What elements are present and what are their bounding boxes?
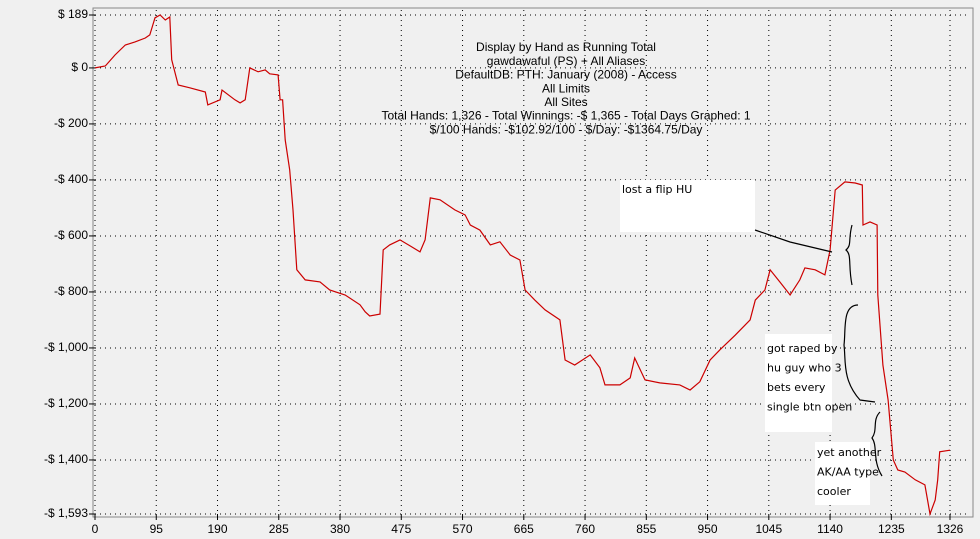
note-box <box>620 180 755 232</box>
plot-area <box>92 7 974 518</box>
x-tick-label: 95 <box>150 522 164 536</box>
annotation: lost a flip HU <box>622 183 692 196</box>
y-tick-label: $ 0 <box>71 60 88 74</box>
annotation: yet another <box>817 446 882 459</box>
brace <box>845 224 853 286</box>
annotation: got raped by <box>767 342 838 355</box>
y-tick-label: -$ 1,200 <box>44 396 88 410</box>
x-tick-label: 760 <box>575 522 595 536</box>
annotation: bets every <box>767 381 826 394</box>
brace <box>871 411 883 477</box>
series-line <box>94 14 951 517</box>
x-tick-label: 190 <box>207 522 227 536</box>
x-tick-label: 1235 <box>878 522 905 536</box>
y-tick-label: $ 189 <box>58 7 88 21</box>
y-tick-label: -$ 600 <box>54 228 88 242</box>
pointer-line <box>754 229 833 253</box>
line-layer <box>94 14 951 517</box>
y-tick-label: -$ 800 <box>54 284 88 298</box>
x-tick-label: 0 <box>92 522 99 536</box>
text-layer: $ 189 $ 0 -$ 200 -$ 400 -$ 600 -$ 800 -$ 1,000… <box>44 7 964 536</box>
x-tick-label: 1326 <box>937 522 964 536</box>
note-box <box>765 334 832 432</box>
y-tick-label: -$ 1,000 <box>44 340 88 354</box>
y-tick-label: -$ 1,400 <box>44 452 88 466</box>
x-tick-label: 285 <box>269 522 289 536</box>
x-tick-label: 665 <box>514 522 534 536</box>
y-tick-label: -$ 1,593 <box>44 506 88 520</box>
title-line: gawdawaful (PS) + All Aliases <box>487 54 645 68</box>
annotation: AK/AA type <box>817 466 879 479</box>
y-tick-label: -$ 400 <box>54 172 88 186</box>
annotation: single btn open <box>767 401 852 414</box>
x-tick-label: 1045 <box>755 522 782 536</box>
pointers <box>754 224 883 477</box>
x-tick-label: 570 <box>453 522 473 536</box>
x-tick-label: 475 <box>391 522 411 536</box>
title-line: All Sites <box>544 95 587 109</box>
x-tick-label: 380 <box>330 522 350 536</box>
x-tick-label: 1140 <box>817 522 843 536</box>
title-line: All Limits <box>542 81 590 95</box>
y-tick-label: -$ 200 <box>54 116 88 130</box>
x-tick-label: 855 <box>636 522 656 536</box>
title-line: Total Hands: 1,326 - Total Winnings: -$ … <box>381 109 750 123</box>
note-box <box>815 442 870 505</box>
title-line: DefaultDB: PTH: January (2008) - Access <box>455 68 676 82</box>
x-tick-label: 950 <box>698 522 718 536</box>
brace <box>843 304 876 403</box>
annotation: hu guy who 3 <box>767 362 842 375</box>
annotation: cooler <box>817 485 851 498</box>
title-line: $/100 Hands: -$102.92/100 - $/Day: -$136… <box>430 122 703 136</box>
title-line: Display by Hand as Running Total <box>476 40 656 54</box>
